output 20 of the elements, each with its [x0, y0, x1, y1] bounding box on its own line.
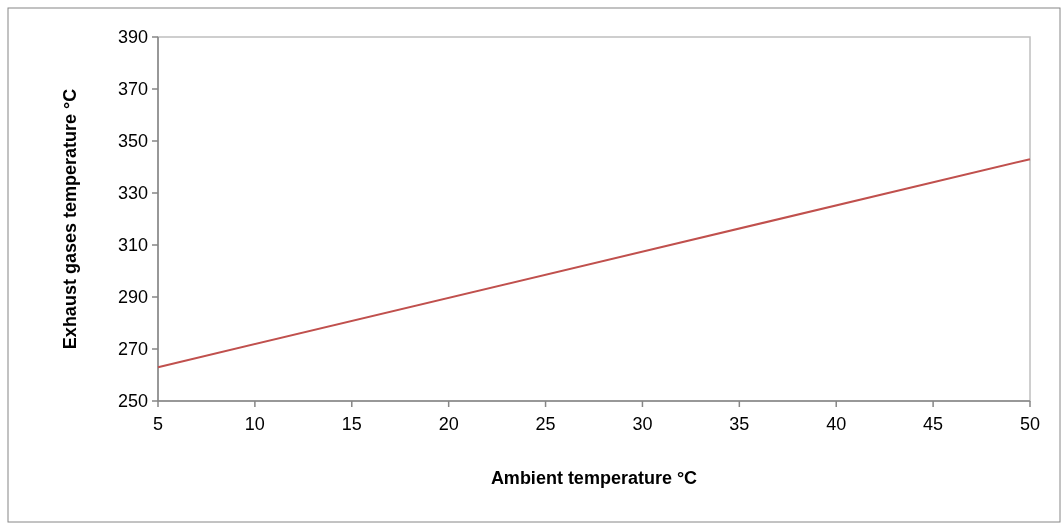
y-tick-label: 350: [117, 131, 148, 152]
x-axis-title: Ambient temperature °C: [490, 468, 698, 488]
x-tick-label: 10: [244, 414, 265, 434]
y-axis-title: Exhaust gases temperature °C: [60, 88, 80, 350]
x-tick-label: 15: [341, 414, 362, 434]
y-tick-label: 270: [117, 339, 148, 360]
x-tick-label: 30: [632, 414, 653, 434]
x-tick-label: 25: [535, 414, 556, 434]
y-tick-label: 250: [117, 391, 148, 412]
y-tick-label: 370: [117, 79, 148, 100]
x-tick-label: 45: [923, 414, 944, 434]
y-tick-label: 390: [117, 27, 148, 48]
y-tick-label: 310: [117, 235, 148, 256]
x-tick-label: 5: [152, 414, 164, 434]
y-tick-label: 330: [117, 183, 148, 204]
y-tick-label: 290: [117, 287, 148, 308]
x-tick-label: 35: [729, 414, 750, 434]
x-tick-label: 20: [438, 414, 459, 434]
x-tick-label: 40: [826, 414, 847, 434]
x-tick-label: 50: [1019, 414, 1041, 434]
